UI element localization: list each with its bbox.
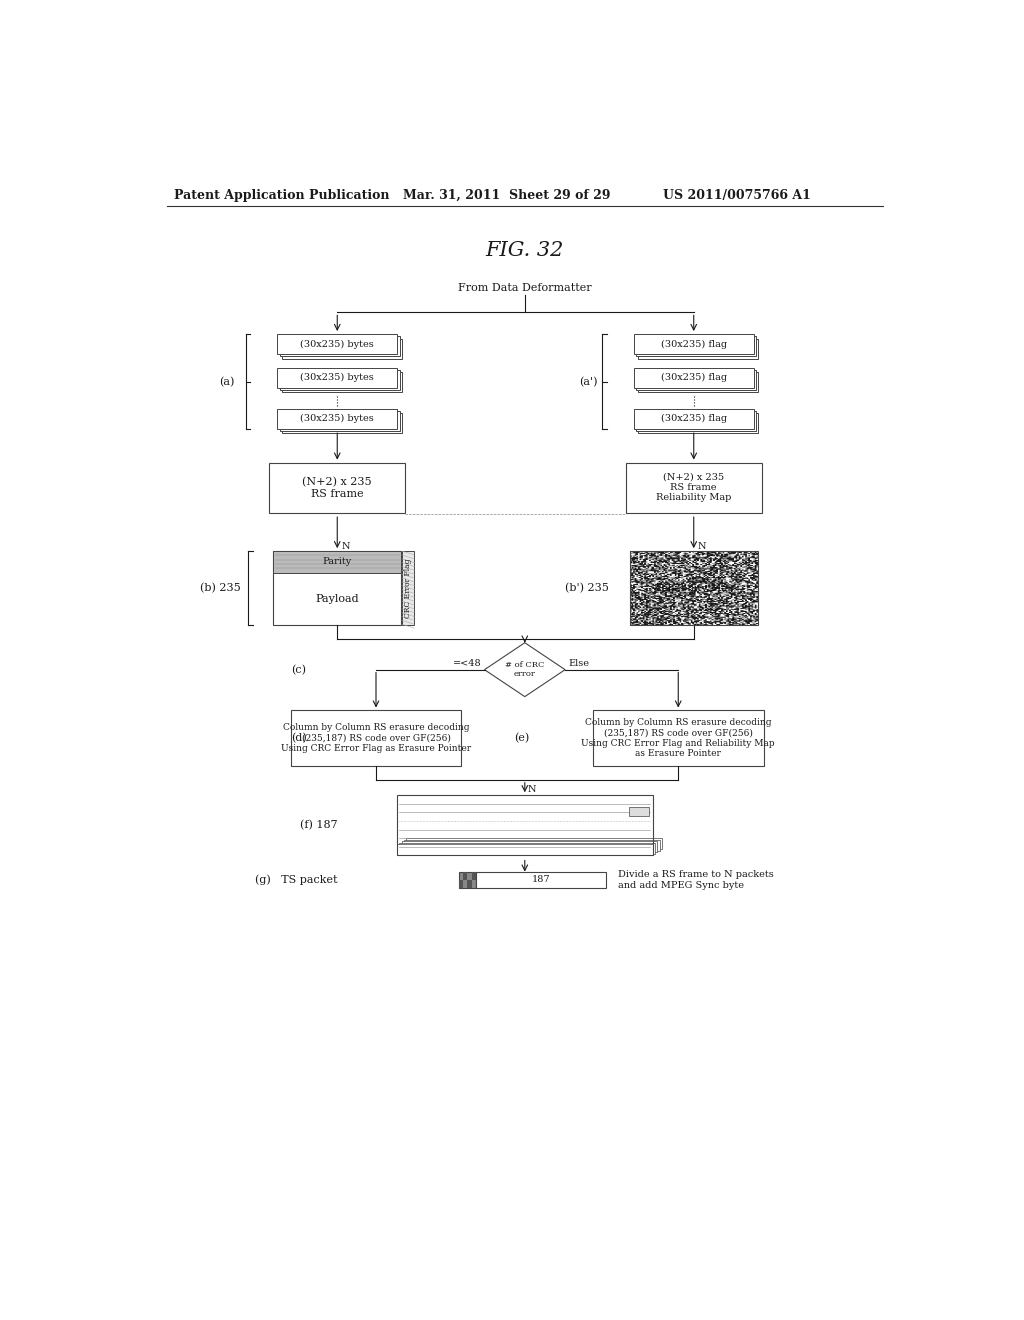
FancyBboxPatch shape: [402, 552, 415, 626]
FancyBboxPatch shape: [269, 462, 406, 512]
Text: Parity: Parity: [323, 557, 352, 566]
FancyBboxPatch shape: [278, 334, 397, 354]
Text: CRC Error Flag: CRC Error Flag: [404, 558, 413, 618]
FancyBboxPatch shape: [636, 370, 756, 391]
Text: (f) 187: (f) 187: [300, 820, 337, 830]
FancyBboxPatch shape: [407, 838, 662, 849]
FancyBboxPatch shape: [278, 368, 397, 388]
FancyBboxPatch shape: [459, 873, 476, 887]
Text: (b') 235: (b') 235: [564, 583, 608, 593]
Text: Else: Else: [568, 659, 589, 668]
FancyBboxPatch shape: [634, 368, 754, 388]
Text: Payload: Payload: [315, 594, 359, 603]
FancyBboxPatch shape: [273, 552, 401, 626]
FancyBboxPatch shape: [467, 880, 472, 887]
Text: Mar. 31, 2011  Sheet 29 of 29: Mar. 31, 2011 Sheet 29 of 29: [403, 189, 610, 202]
FancyBboxPatch shape: [630, 808, 649, 816]
FancyBboxPatch shape: [593, 710, 764, 766]
Text: (30x235) flag: (30x235) flag: [660, 339, 727, 348]
Text: (30x235) flag: (30x235) flag: [660, 374, 727, 383]
FancyBboxPatch shape: [282, 372, 402, 392]
FancyBboxPatch shape: [476, 873, 606, 887]
Text: (d): (d): [291, 733, 306, 743]
FancyBboxPatch shape: [636, 337, 756, 356]
FancyBboxPatch shape: [626, 462, 762, 512]
Text: N: N: [341, 543, 349, 550]
Polygon shape: [484, 643, 565, 697]
FancyBboxPatch shape: [638, 413, 759, 433]
FancyBboxPatch shape: [280, 370, 399, 391]
Text: (N+2) x 235
RS frame
Reliability Map: (N+2) x 235 RS frame Reliability Map: [656, 473, 731, 503]
Text: Column by Column RS erasure decoding
(235,187) RS code over GF(256)
Using CRC Er: Column by Column RS erasure decoding (23…: [582, 718, 775, 758]
FancyBboxPatch shape: [280, 411, 399, 430]
FancyBboxPatch shape: [401, 841, 657, 853]
Text: US 2011/0075766 A1: US 2011/0075766 A1: [663, 189, 811, 202]
Text: (30x235) flag: (30x235) flag: [660, 414, 727, 424]
Text: Column by Column RS erasure decoding
(235,187) RS code over GF(256)
Using CRC Er: Column by Column RS erasure decoding (23…: [281, 723, 471, 754]
FancyBboxPatch shape: [403, 840, 659, 850]
FancyBboxPatch shape: [273, 552, 401, 573]
FancyBboxPatch shape: [291, 710, 461, 766]
FancyBboxPatch shape: [397, 845, 652, 855]
Text: (c): (c): [291, 664, 306, 675]
Text: (30x235) bytes: (30x235) bytes: [300, 414, 374, 424]
FancyBboxPatch shape: [634, 334, 754, 354]
FancyBboxPatch shape: [278, 409, 397, 429]
Text: N: N: [528, 784, 537, 793]
FancyBboxPatch shape: [638, 372, 759, 392]
Text: (30x235) bytes: (30x235) bytes: [300, 339, 374, 348]
FancyBboxPatch shape: [280, 337, 399, 356]
Text: # of CRC
error: # of CRC error: [505, 661, 545, 678]
FancyBboxPatch shape: [282, 413, 402, 433]
FancyBboxPatch shape: [459, 880, 463, 887]
Text: (g)   TS packet: (g) TS packet: [255, 875, 337, 886]
Text: N: N: [697, 543, 707, 550]
FancyBboxPatch shape: [472, 873, 476, 880]
FancyBboxPatch shape: [463, 873, 467, 880]
Text: (N+2) x 235
RS frame: (N+2) x 235 RS frame: [302, 477, 372, 499]
FancyBboxPatch shape: [282, 339, 402, 359]
Text: FIG. 32: FIG. 32: [485, 242, 564, 260]
FancyBboxPatch shape: [638, 339, 759, 359]
Text: Divide a RS frame to N packets
and add MPEG Sync byte: Divide a RS frame to N packets and add M…: [617, 870, 773, 890]
FancyBboxPatch shape: [634, 409, 754, 429]
Text: Patent Application Publication: Patent Application Publication: [174, 189, 390, 202]
Text: From Data Deformatter: From Data Deformatter: [458, 282, 592, 293]
Text: Reliability Map: Reliability Map: [653, 583, 734, 593]
FancyBboxPatch shape: [399, 843, 655, 854]
Text: =<48: =<48: [453, 659, 481, 668]
Text: (b) 235: (b) 235: [200, 583, 241, 593]
FancyBboxPatch shape: [636, 411, 756, 430]
Text: (e): (e): [514, 733, 529, 743]
Text: (a): (a): [219, 376, 234, 387]
Text: 187: 187: [531, 875, 550, 884]
Text: (a'): (a'): [580, 376, 598, 387]
Text: (30x235) bytes: (30x235) bytes: [300, 374, 374, 383]
